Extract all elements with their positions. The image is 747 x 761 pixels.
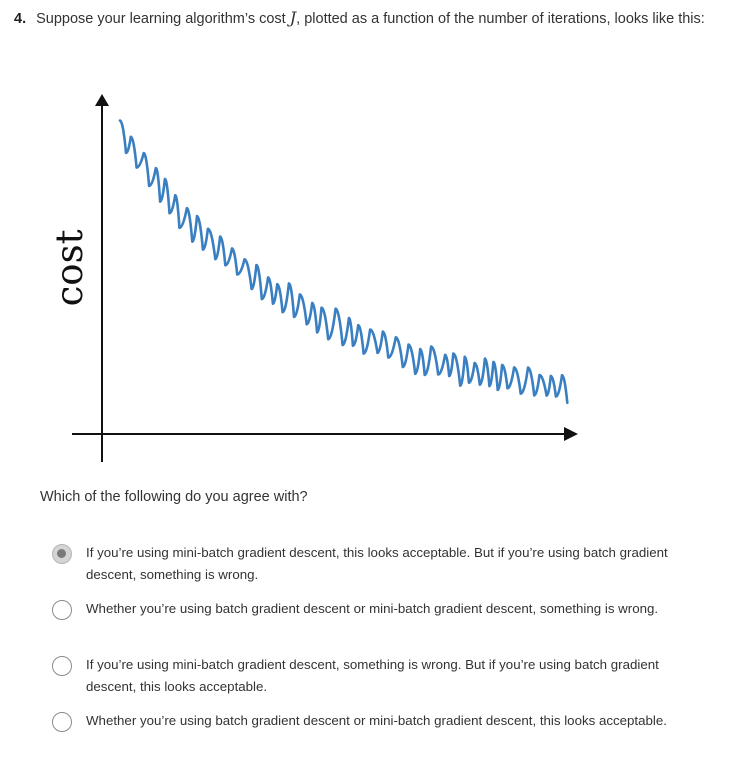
option-4-label: Whether you’re using batch gradient desc… [86, 713, 667, 728]
option-2[interactable]: Whether you’re using batch gradient desc… [52, 598, 692, 620]
option-4[interactable]: Whether you’re using batch gradient desc… [52, 710, 692, 732]
option-1-label: If you’re using mini-batch gradient desc… [86, 545, 668, 582]
question-text-after: , plotted as a function of the number of… [296, 11, 705, 27]
cost-variable: J [289, 8, 297, 27]
question-header: 4. Suppose your learning algorithm’s cost… [14, 8, 742, 29]
y-axis-arrow [95, 94, 109, 106]
option-3-label: If you’re using mini-batch gradient desc… [86, 657, 659, 694]
option-1-radio[interactable] [52, 544, 72, 564]
x-axis [72, 427, 578, 441]
answer-prompt: Which of the following do you agree with… [40, 489, 308, 505]
option-3[interactable]: If you’re using mini-batch gradient desc… [52, 654, 692, 698]
y-axis [95, 94, 109, 462]
question-text-before: Suppose your learning algorithm’s cost [36, 11, 286, 27]
option-1[interactable]: If you’re using mini-batch gradient desc… [52, 542, 692, 586]
cost-plot: cost [48, 94, 578, 462]
option-4-radio[interactable] [52, 712, 72, 732]
cost-curve [118, 119, 569, 405]
option-2-label: Whether you’re using batch gradient desc… [86, 601, 659, 616]
option-3-radio[interactable] [52, 656, 72, 676]
x-axis-arrow [564, 427, 578, 441]
question-number: 4. [14, 11, 27, 27]
option-2-radio[interactable] [52, 600, 72, 620]
y-axis-label: cost [48, 229, 91, 306]
